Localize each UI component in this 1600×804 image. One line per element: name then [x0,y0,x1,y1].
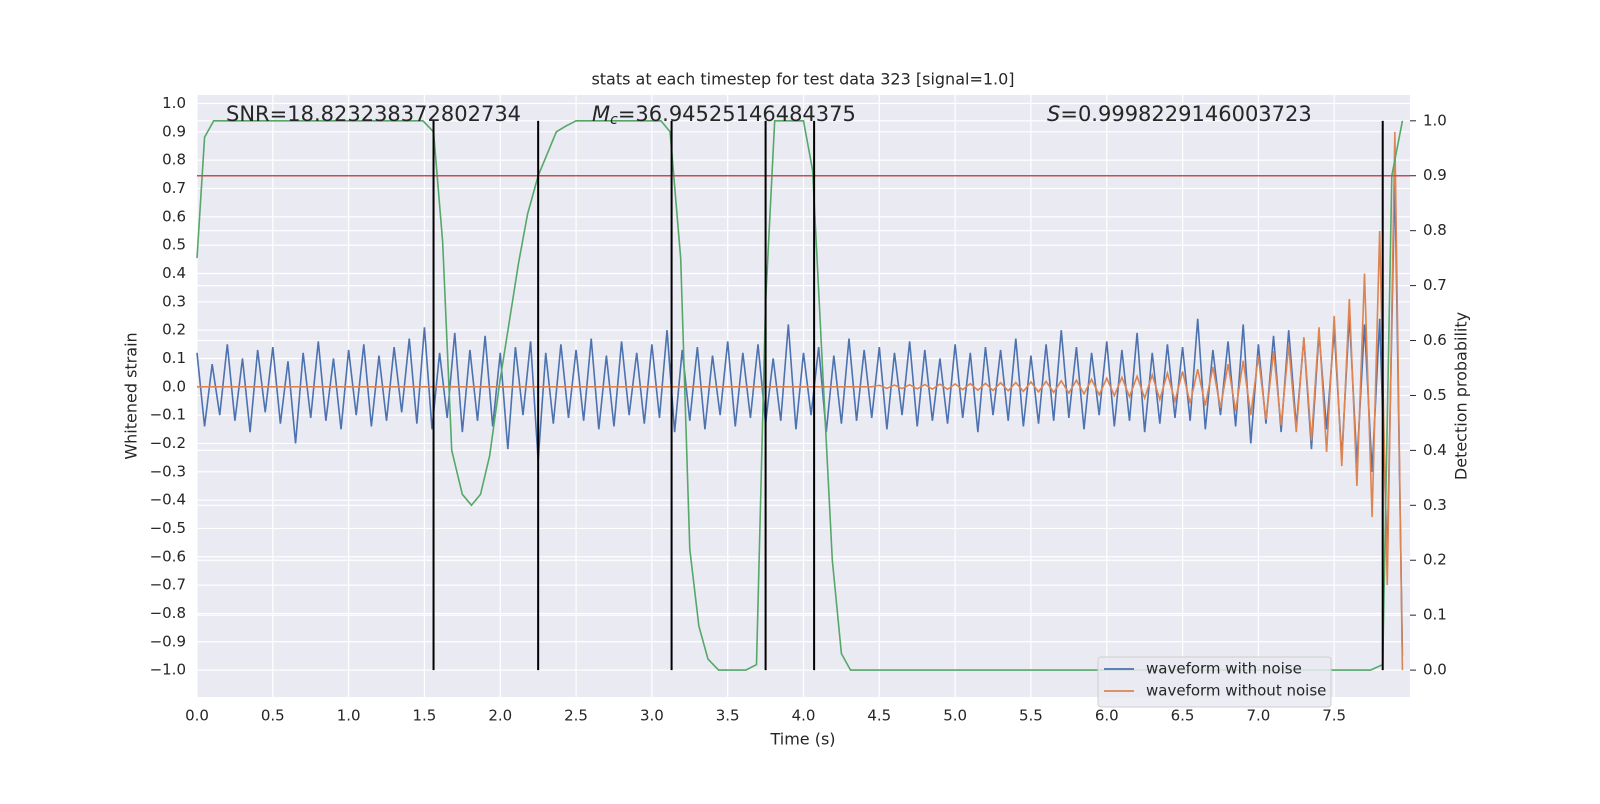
annotation-text: SNR=18.823238372802734 [226,102,521,126]
x-tick-label: 5.5 [1019,707,1043,725]
y-tick-label: −0.3 [150,462,186,480]
legend-label: waveform with noise [1146,660,1302,678]
series-line [196,174,1404,656]
y2-tick-label: 0.1 [1423,606,1447,624]
y-tick-label: 0.1 [162,349,186,367]
x-tick-label: 7.5 [1322,707,1346,725]
x-tick-label: 3.0 [640,707,664,725]
y-tick-label: −0.4 [150,491,186,509]
y2-tick-label: 0.2 [1423,551,1447,569]
legend-label: waveform without noise [1146,682,1326,700]
x-tick-label: 2.5 [564,707,588,725]
y2-tick-label: 0.9 [1423,166,1447,184]
y2-tick-label: 0.4 [1423,441,1447,459]
chart-title: stats at each timestep for test data 323… [591,70,1014,89]
y-tick-label: −0.9 [150,632,186,650]
annotation: SNR=18.823238372802734 [226,102,521,126]
series-line [197,131,1404,671]
y-tick-label: 0.6 [162,207,186,225]
x-tick-label: 4.5 [867,707,891,725]
y-tick-label: 0.2 [162,321,186,339]
y2-tick-label: 0.7 [1423,276,1447,294]
y2-tick-label: 0.0 [1423,661,1447,679]
annotation-text: =0.9998229146003723 [1060,102,1311,126]
y-axis-label: Whitened strain [122,332,141,459]
y-tick-label: 0.3 [162,292,186,310]
y-tick-label: −0.6 [150,547,186,565]
y2-tick-label: 0.3 [1423,496,1447,514]
x-tick-label: 6.5 [1171,707,1195,725]
y-tick-label: 0.8 [162,151,186,169]
x-tick-label: 0.5 [261,707,285,725]
y-tick-label: 0.4 [162,264,186,282]
y-tick-label: −0.1 [150,406,186,424]
x-axis-label: Time (s) [769,730,835,749]
y-tick-label: 0.0 [162,377,186,395]
x-tick-label: 5.0 [943,707,967,725]
y-tick-label: −0.2 [150,434,186,452]
x-tick-label: 1.0 [337,707,361,725]
y-tick-label: 0.7 [162,179,186,197]
y-tick-label: 0.9 [162,122,186,140]
y-tick-label: −1.0 [150,661,186,679]
annotation-subscript: c [610,112,618,128]
annotation: S=0.9998229146003723 [1047,102,1312,126]
annotation: Mc=36.94525146484375 [592,102,856,128]
y2-tick-label: 0.6 [1423,331,1447,349]
series-line [196,120,1404,671]
y2-tick-label: 0.5 [1423,386,1447,404]
y-tick-label: −0.5 [150,519,186,537]
annotation-symbol: M [592,102,610,126]
annotation-text: =36.94525146484375 [618,102,856,126]
y2-axis-label: Detection probability [1452,312,1471,480]
x-tick-label: 1.5 [413,707,437,725]
x-tick-label: 0.0 [185,707,209,725]
y-tick-label: −0.8 [150,604,186,622]
x-tick-label: 4.0 [792,707,816,725]
x-tick-label: 6.0 [1095,707,1119,725]
y-tick-label: 0.5 [162,236,186,254]
legend-box [1097,656,1332,708]
x-tick-label: 7.0 [1246,707,1270,725]
x-tick-label: 2.0 [488,707,512,725]
y-tick-label: 1.0 [162,94,186,112]
y2-tick-label: 1.0 [1423,111,1447,129]
y2-tick-label: 0.8 [1423,221,1447,239]
annotation-symbol: S [1047,102,1060,126]
x-tick-label: 3.5 [716,707,740,725]
y-tick-label: −0.7 [150,576,186,594]
